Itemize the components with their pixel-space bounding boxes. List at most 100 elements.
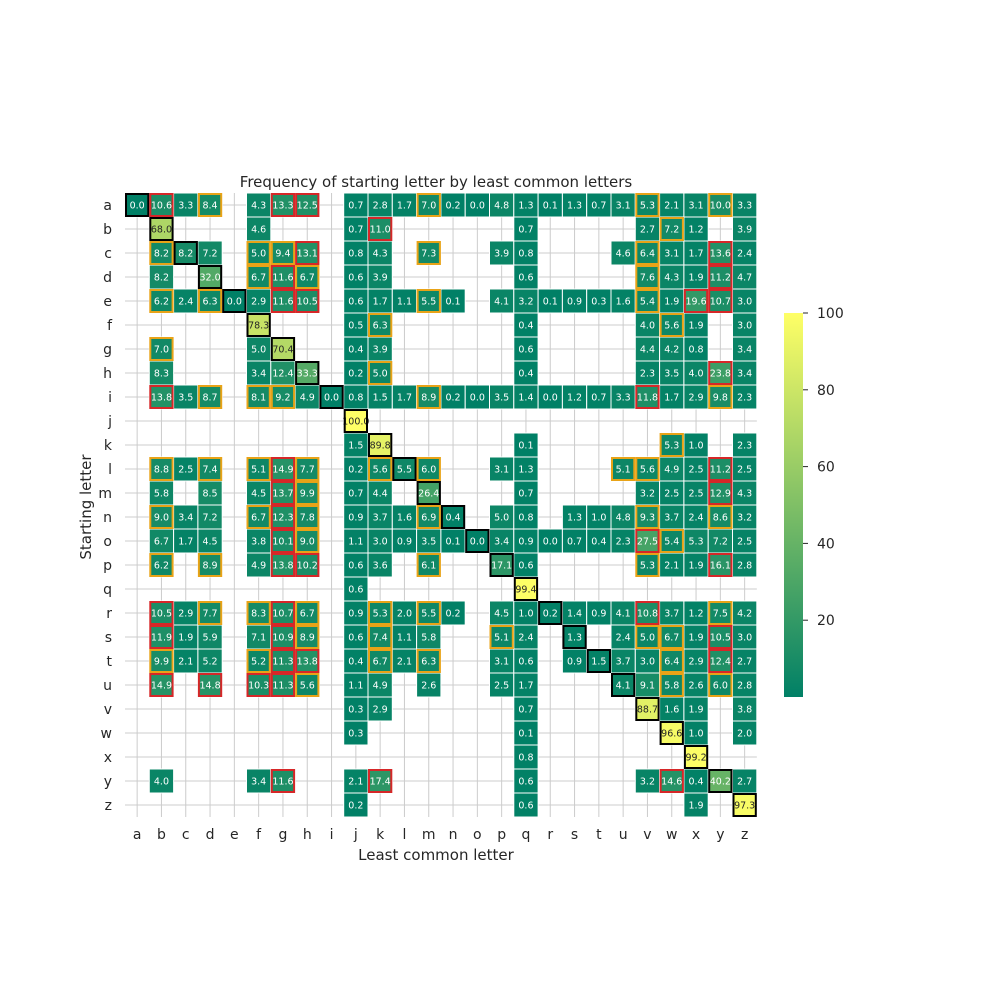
cell-highlight-orange <box>659 673 684 697</box>
x-tick-label: h <box>303 827 312 843</box>
cell-value-label: 89.8 <box>370 440 391 451</box>
cell-highlight-red <box>149 673 174 697</box>
y-tick-label: y <box>104 774 112 790</box>
cell-highlight-black <box>683 745 709 769</box>
cell-value-label: 11.3 <box>272 680 293 691</box>
heatmap-cell <box>707 504 734 530</box>
cell-value-label: 4.3 <box>664 272 679 283</box>
colorbar-tick-label: 100 <box>817 306 844 322</box>
cell-highlight-orange <box>708 673 733 697</box>
cell-value-label: 7.7 <box>202 608 217 619</box>
cell-value-label: 13.3 <box>272 200 293 211</box>
cell-value-label: 2.9 <box>688 392 703 403</box>
cell-value-label: 5.3 <box>373 608 388 619</box>
cell-value-label: 3.8 <box>251 536 266 547</box>
heatmap-cell <box>732 648 758 674</box>
cell-highlight-orange <box>246 649 271 673</box>
cell-highlight-black <box>222 289 247 313</box>
cell-value-label: 70.4 <box>272 344 293 355</box>
cell-highlight-orange <box>197 553 223 577</box>
colorbar-ticks: 20 40 60 80 100 <box>803 306 844 629</box>
cell-value-label: 2.4 <box>178 296 193 307</box>
cell-value-label: 40.2 <box>710 776 731 787</box>
heatmap-cell <box>343 720 369 746</box>
heatmap-cell <box>610 384 636 410</box>
cell-value-label: 0.2 <box>348 800 363 811</box>
heatmap-cell <box>707 264 734 290</box>
heatmap-cell <box>683 552 709 578</box>
heatmap-cell <box>634 528 661 554</box>
y-tick-label: m <box>98 486 112 502</box>
heatmap-cell <box>148 768 175 794</box>
heatmap-cell <box>683 696 709 722</box>
heatmap-cell <box>561 528 588 554</box>
cell-highlight-red <box>270 529 296 553</box>
x-tick-label: s <box>571 827 578 843</box>
cell-value-label: 5.8 <box>664 680 679 691</box>
cell-value-label: 6.7 <box>300 608 315 619</box>
cell-highlight-black <box>440 505 466 529</box>
cell-value-label: 3.0 <box>737 320 752 331</box>
cell-value-label: 10.5 <box>710 632 731 643</box>
cell-value-label: 1.9 <box>688 800 703 811</box>
heatmap-cell <box>561 192 588 218</box>
cell-value-label: 11.9 <box>151 632 172 643</box>
cell-value-label: 10.2 <box>297 560 318 571</box>
cell-value-label: 5.1 <box>616 464 631 475</box>
cell-value-label: 4.4 <box>640 344 655 355</box>
cell-value-label: 8.1 <box>251 392 266 403</box>
cell-highlight-orange <box>659 217 684 241</box>
heatmap-cell <box>343 648 369 674</box>
cell-highlight-orange <box>416 601 441 625</box>
cell-value-label: 5.0 <box>494 512 509 523</box>
heatmap-cell <box>683 792 709 818</box>
cell-value-label: 1.5 <box>373 392 388 403</box>
cell-value-label: 3.5 <box>494 392 509 403</box>
cell-value-label: 3.7 <box>373 512 388 523</box>
cell-value-label: 3.1 <box>688 200 703 211</box>
cell-value-label: 2.4 <box>737 248 752 259</box>
cell-value-label: 99.4 <box>515 584 536 595</box>
cell-highlight-black <box>611 673 636 697</box>
cell-value-label: 3.5 <box>178 392 193 403</box>
heatmap-cell <box>586 528 612 554</box>
heatmap-cell <box>537 528 563 554</box>
cell-highlight-red <box>270 265 296 289</box>
cell-value-label: 5.6 <box>664 320 679 331</box>
heatmap-cell <box>246 456 272 482</box>
heatmap-cell <box>610 192 636 218</box>
heatmap-cell <box>732 720 758 746</box>
cell-highlight-red <box>635 529 660 553</box>
heatmap-cell <box>561 648 588 674</box>
cell-highlight-orange <box>659 433 684 457</box>
cell-value-label: 0.7 <box>518 488 533 499</box>
cell-value-label: 0.0 <box>227 296 242 307</box>
cell-highlight-red <box>368 217 393 241</box>
cell-value-label: 0.2 <box>445 608 460 619</box>
cell-highlight-black <box>513 577 539 601</box>
heatmap-cell <box>707 672 734 698</box>
heatmap-cell <box>634 312 661 338</box>
cell-value-label: 8.9 <box>300 632 315 643</box>
x-tick-label: v <box>643 827 651 843</box>
cell-value-label: 8.9 <box>202 560 217 571</box>
cell-value-label: 2.5 <box>688 464 703 475</box>
cell-value-label: 2.5 <box>688 488 703 499</box>
y-tick-label: h <box>103 366 112 382</box>
cell-value-label: 7.0 <box>421 200 436 211</box>
heatmap-cell <box>270 336 296 362</box>
cell-highlight-black <box>562 625 587 649</box>
heatmap-cell <box>197 240 223 266</box>
cell-value-label: 8.6 <box>713 512 728 523</box>
heatmap-cell <box>148 264 175 290</box>
heatmap-cell <box>343 792 369 818</box>
cell-highlight-red <box>270 481 296 505</box>
heatmap-cell <box>270 648 296 674</box>
cell-value-label: 8.3 <box>251 608 266 619</box>
cell-value-label: 13.6 <box>710 248 731 259</box>
cell-highlight-orange <box>659 625 684 649</box>
cell-value-label: 3.0 <box>737 632 752 643</box>
cell-value-label: 9.9 <box>154 656 169 667</box>
